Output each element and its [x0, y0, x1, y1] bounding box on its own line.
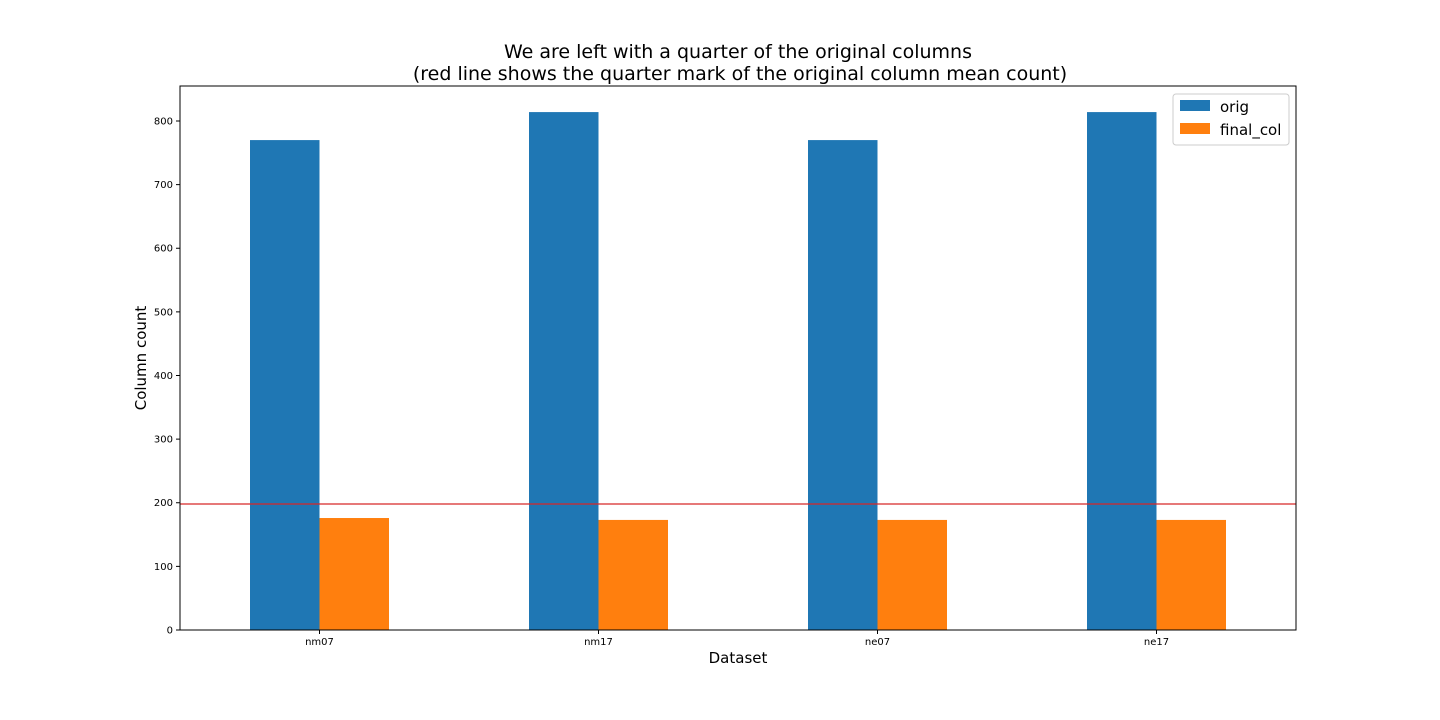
- y-tick-label: 800: [154, 116, 173, 127]
- x-tick-label-nm17: nm17: [584, 637, 613, 648]
- y-tick-label: 600: [154, 244, 173, 255]
- y-axis: 0 100 200 300 400 500 600 700 800: [154, 116, 180, 637]
- y-tick-label: 700: [154, 180, 173, 191]
- y-tick-label: 300: [154, 435, 173, 446]
- legend: orig final_col: [1172, 93, 1290, 146]
- x-axis: nm07 nm17 ne07 ne17: [305, 630, 1169, 648]
- x-tick-label-ne17: ne17: [1144, 637, 1169, 648]
- y-tick-label: 400: [154, 371, 173, 382]
- chart-subtitle: (red line shows the quarter mark of the …: [413, 63, 1067, 85]
- bar-orig-ne17: [1087, 112, 1157, 630]
- plot-area-frame: [179, 85, 1297, 631]
- x-axis-label: Dataset: [709, 649, 768, 667]
- bar-orig-nm07: [250, 140, 320, 630]
- bar-orig-ne07: [808, 140, 878, 630]
- legend-swatch-orig: [1180, 100, 1210, 111]
- chart-title: We are left with a quarter of the origin…: [504, 41, 972, 63]
- bar-final-col-nm17: [598, 519, 668, 630]
- bar-final-col-ne17: [1156, 519, 1226, 630]
- y-tick-label: 500: [154, 307, 173, 318]
- y-tick-label: 100: [154, 562, 173, 573]
- x-tick-label-ne07: ne07: [865, 637, 890, 648]
- y-tick-label: 200: [154, 498, 173, 509]
- bars-layer: [250, 112, 1226, 630]
- legend-swatch-final-col: [1180, 123, 1210, 134]
- bar-orig-nm17: [529, 112, 599, 630]
- legend-label-orig: orig: [1220, 98, 1249, 116]
- legend-label-final-col: final_col: [1220, 121, 1281, 140]
- bar-final-col-nm07: [319, 518, 389, 630]
- bar-final-col-ne07: [877, 519, 947, 630]
- x-tick-label-nm07: nm07: [305, 637, 334, 648]
- y-tick-label: 0: [167, 626, 173, 637]
- y-axis-label: Column count: [132, 306, 150, 411]
